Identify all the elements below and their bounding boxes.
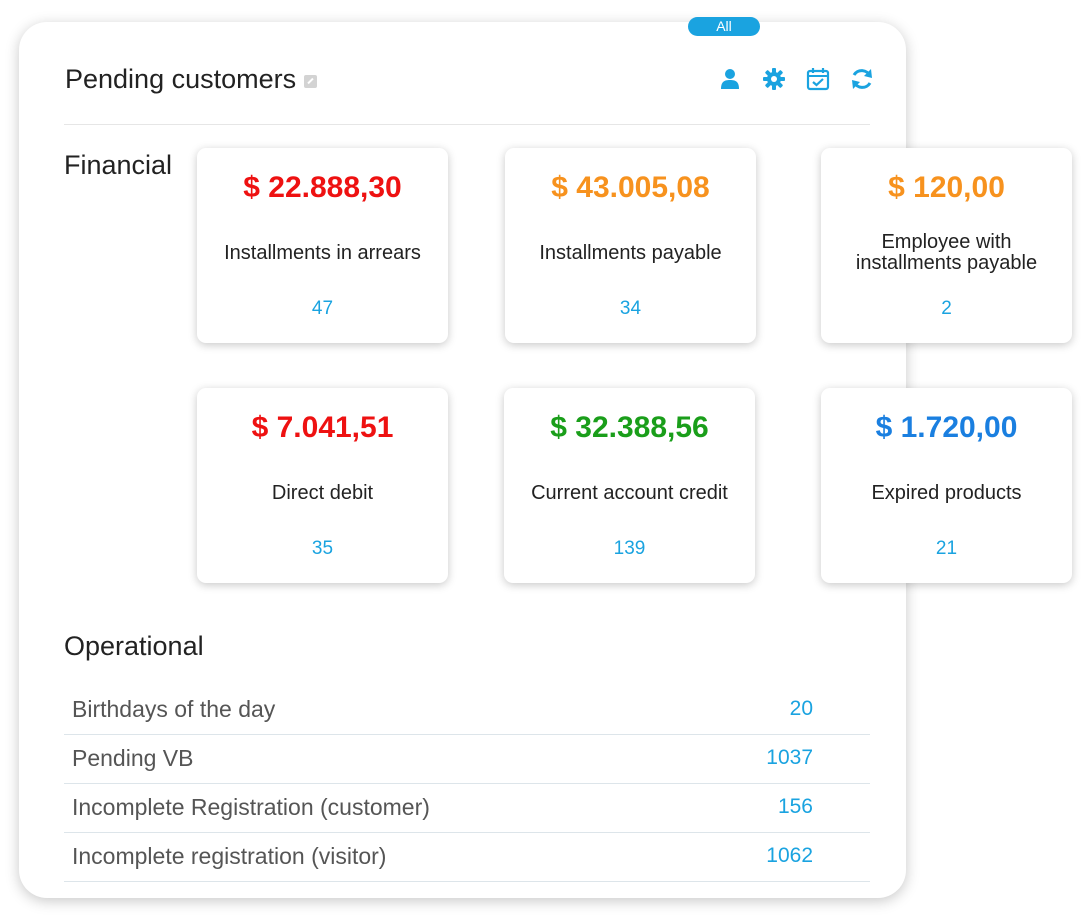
list-item-label: Birthdays of the day — [72, 696, 276, 722]
card-direct-debit[interactable]: $ 7.041,51 Direct debit 35 — [197, 388, 448, 583]
card-employee-installments-payable[interactable]: $ 120,00 Employee with installments paya… — [821, 148, 1072, 343]
list-item-count[interactable]: 20 — [789, 697, 813, 720]
list-item-incomplete-visitor[interactable]: Incomplete registration (visitor) 1062 — [64, 833, 870, 882]
card-label: Expired products — [871, 481, 1022, 504]
card-amount: $ 32.388,56 — [550, 411, 709, 444]
card-amount: $ 7.041,51 — [251, 411, 394, 444]
operational-list: Birthdays of the day 20 Pending VB 1037 … — [64, 686, 870, 882]
page-title: Pending customers — [65, 64, 297, 94]
card-amount: $ 1.720,00 — [875, 411, 1018, 444]
card-label: Employee with installments payable — [855, 231, 1038, 274]
gear-icon[interactable] — [762, 66, 786, 92]
filter-all-pill[interactable]: All — [688, 17, 760, 36]
card-installments-in-arrears[interactable]: $ 22.888,30 Installments in arrears 47 — [197, 148, 448, 343]
card-amount: $ 120,00 — [888, 171, 1005, 204]
card-amount: $ 43.005,08 — [551, 171, 710, 204]
card-current-account-credit[interactable]: $ 32.388,56 Current account credit 139 — [504, 388, 755, 583]
card-count: 34 — [619, 298, 642, 319]
external-link-icon[interactable] — [304, 74, 318, 88]
card-count: 47 — [311, 298, 334, 319]
list-item-label: Incomplete registration (visitor) — [72, 843, 387, 869]
card-count: 139 — [613, 538, 646, 559]
financial-section-title: Financial — [64, 150, 173, 180]
card-count: 21 — [935, 538, 958, 559]
operational-section-title: Operational — [64, 631, 204, 661]
card-count: 35 — [311, 538, 334, 559]
card-expired-products[interactable]: $ 1.720,00 Expired products 21 — [821, 388, 1072, 583]
list-item-count[interactable]: 156 — [777, 795, 813, 818]
card-label: Current account credit — [531, 481, 728, 504]
list-item-count[interactable]: 1062 — [766, 844, 813, 867]
user-icon[interactable] — [718, 66, 742, 92]
list-item-birthdays[interactable]: Birthdays of the day 20 — [64, 686, 870, 735]
list-item-incomplete-customer[interactable]: Incomplete Registration (customer) 156 — [64, 784, 870, 833]
pending-customers-panel — [19, 22, 906, 898]
card-count: 2 — [941, 298, 952, 319]
list-item-count[interactable]: 1037 — [766, 746, 813, 769]
header-toolbar — [718, 66, 874, 92]
panel-title-group: Pending customers — [65, 62, 318, 96]
calendar-check-icon[interactable] — [806, 66, 830, 92]
card-installments-payable[interactable]: $ 43.005,08 Installments payable 34 — [505, 148, 756, 343]
list-item-label: Incomplete Registration (customer) — [72, 794, 430, 820]
list-item-label: Pending VB — [72, 745, 194, 771]
card-amount: $ 22.888,30 — [243, 171, 402, 204]
refresh-icon[interactable] — [850, 66, 874, 92]
card-label: Installments payable — [539, 241, 722, 264]
card-label: Installments in arrears — [224, 241, 421, 264]
list-item-pending-vb[interactable]: Pending VB 1037 — [64, 735, 870, 784]
card-label: Direct debit — [271, 481, 374, 504]
header-divider — [64, 124, 870, 125]
